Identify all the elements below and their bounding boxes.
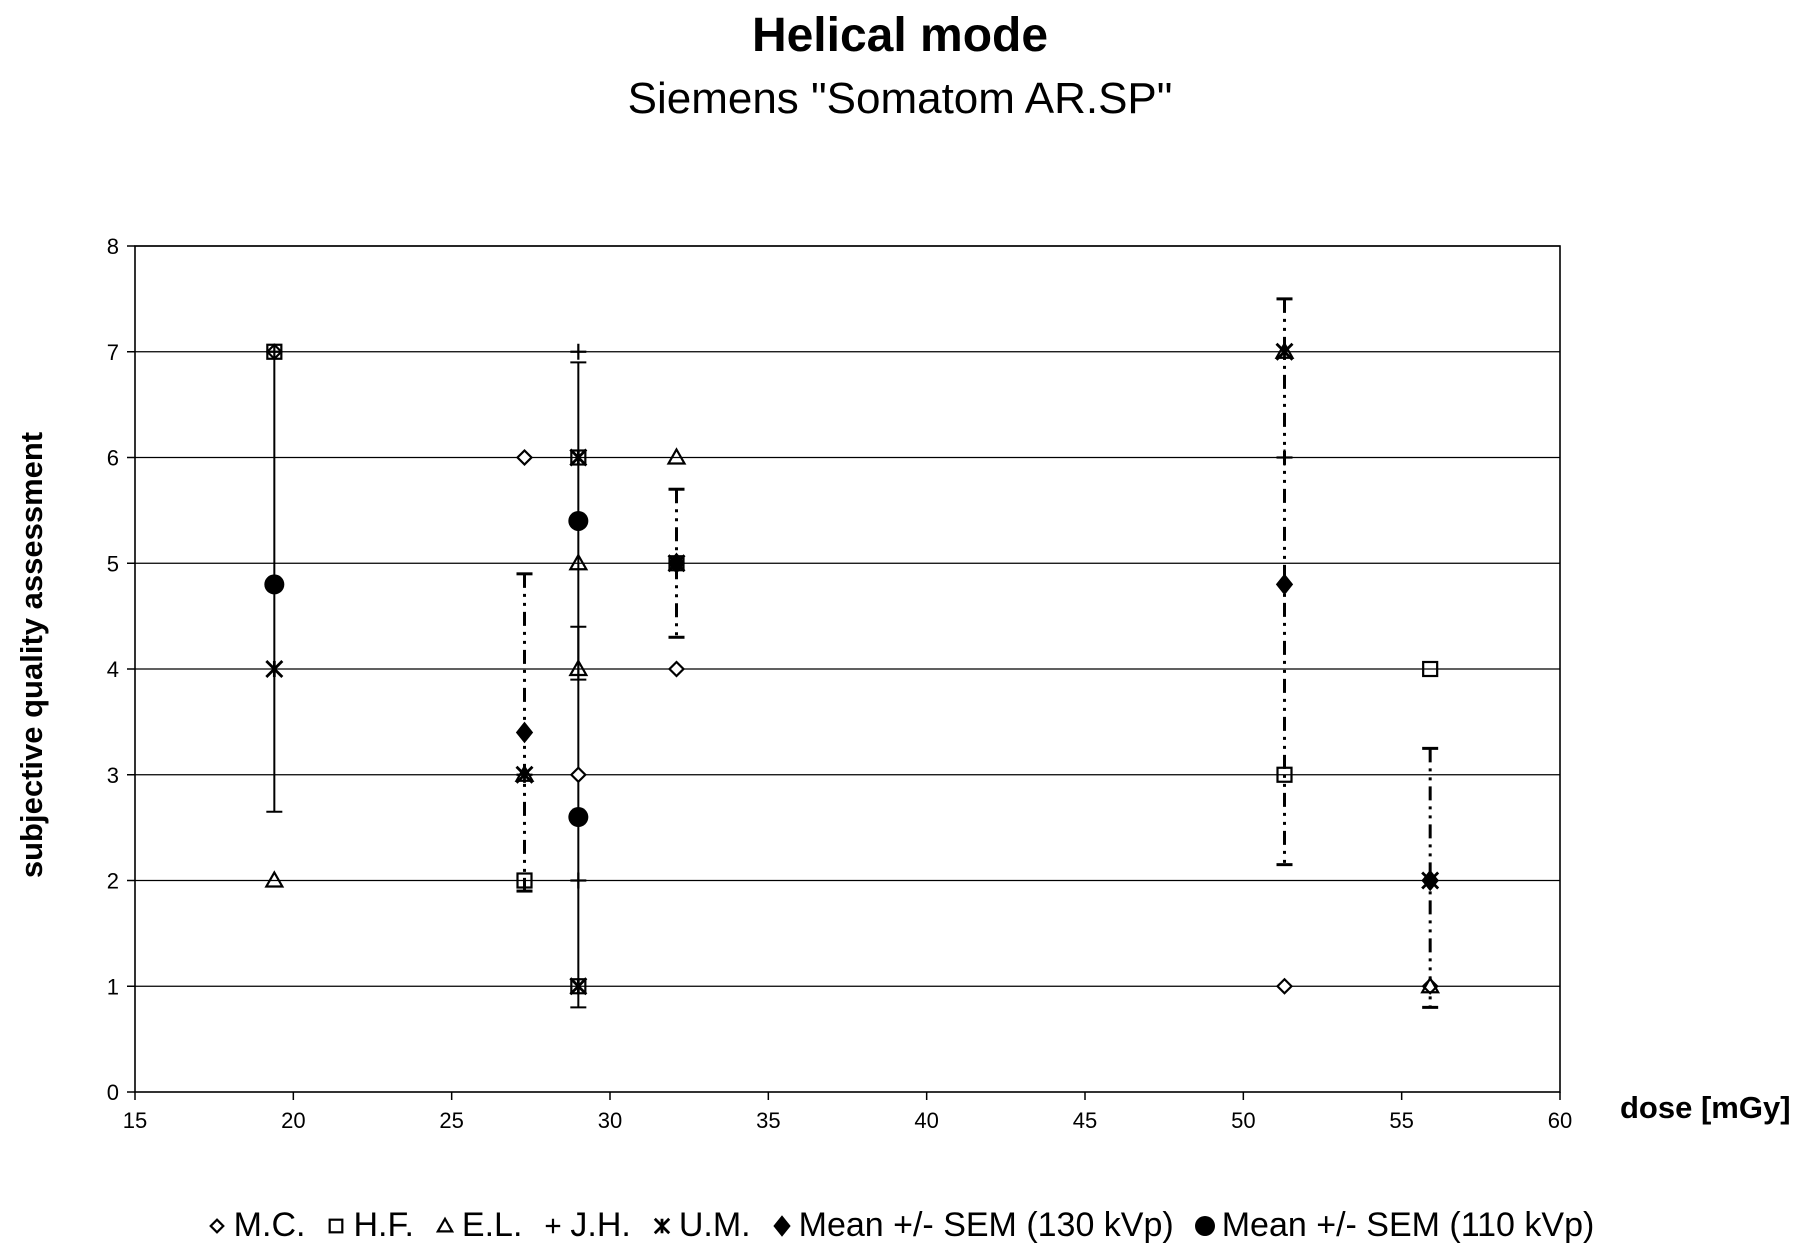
- y-tick-label: 1: [107, 974, 119, 999]
- y-tick-label: 8: [107, 234, 119, 259]
- point-star: [569, 448, 588, 467]
- legend-marker: [546, 1218, 561, 1233]
- point-triangle-open: [1420, 976, 1441, 994]
- legend-symbol: [206, 1215, 228, 1237]
- marker-layer: [264, 341, 1441, 996]
- point-star: [265, 660, 284, 678]
- point-circle-filled: [568, 510, 589, 531]
- point-triangle-open: [568, 658, 589, 677]
- point-square-open: [1422, 660, 1439, 678]
- legend-entry: M.C.: [206, 1206, 306, 1245]
- legend-entry: Mean +/- SEM (130 kVp): [771, 1206, 1174, 1245]
- point-diamond-filled: [1275, 573, 1294, 596]
- x-tick-label: 60: [1548, 1108, 1572, 1133]
- legend-entry: J.H.: [542, 1206, 631, 1245]
- x-tick-label: 25: [439, 1108, 463, 1133]
- legend-label: Mean +/- SEM (110 kVp): [1221, 1206, 1595, 1244]
- point-circle-filled: [568, 807, 589, 828]
- legend-symbol: [434, 1215, 456, 1237]
- x-axis-label: dose [mGy]: [1620, 1090, 1791, 1125]
- x-tick-label: 50: [1231, 1108, 1255, 1133]
- point-star: [1275, 342, 1294, 361]
- x-tick-label: 20: [281, 1108, 305, 1133]
- legend-symbol: [542, 1215, 564, 1237]
- point-plus: [570, 872, 587, 889]
- y-tick-label: 7: [107, 340, 119, 365]
- point-triangle-open: [264, 870, 285, 888]
- y-tick-label: 0: [107, 1080, 119, 1105]
- legend-entry: U.M.: [651, 1206, 751, 1245]
- x-tick-label: 45: [1073, 1108, 1097, 1133]
- point-diamond-filled: [515, 721, 534, 744]
- point-diamond-filled: [667, 552, 686, 575]
- legend-marker: [772, 1214, 791, 1237]
- point-plus: [266, 343, 283, 360]
- legend-symbol: [1194, 1215, 1216, 1237]
- point-star: [569, 977, 588, 996]
- x-tick-label: 30: [598, 1108, 622, 1133]
- y-tick-label: 3: [107, 763, 119, 788]
- chart-subtitle: Siemens "Somatom AR.SP": [627, 74, 1173, 123]
- legend-marker: [329, 1218, 344, 1233]
- legend-marker: [208, 1217, 225, 1234]
- x-tick-label: 40: [914, 1108, 938, 1133]
- point-star: [515, 765, 534, 784]
- legend-marker: [435, 1216, 455, 1232]
- x-tick-label: 35: [756, 1108, 780, 1133]
- legend-marker: [653, 1217, 671, 1234]
- x-tick-label: 15: [123, 1108, 147, 1133]
- chart-title: Helical mode: [751, 9, 1049, 62]
- y-tick-label: 4: [107, 657, 119, 682]
- point-diamond-open: [1275, 977, 1294, 995]
- legend-entry: H.F.: [325, 1206, 414, 1245]
- point-diamond-open: [569, 766, 587, 784]
- legend-symbol: [651, 1215, 673, 1237]
- legend-entry: E.L.: [434, 1206, 522, 1245]
- legend-label: U.M.: [678, 1206, 751, 1244]
- legend-marker: [1194, 1215, 1215, 1236]
- legend: M.C. H.F. E.L. J.H. U.M. Mean +/- SEM (130 kV…: [0, 1206, 1800, 1245]
- point-diamond-open: [667, 660, 686, 678]
- errorbar-layer: [266, 297, 1439, 1009]
- point-circle-filled: [264, 574, 285, 595]
- legend-label: H.F.: [353, 1206, 414, 1244]
- legend-label: J.H.: [570, 1206, 631, 1244]
- point-diamond-open: [515, 448, 534, 467]
- x-tick-label: 55: [1389, 1108, 1413, 1133]
- point-triangle-open: [568, 553, 589, 571]
- legend-entry: Mean +/- SEM (110 kVp): [1194, 1206, 1595, 1245]
- legend-label: M.C.: [233, 1206, 306, 1244]
- y-tick-label: 5: [107, 551, 119, 576]
- y-tick-label: 2: [107, 869, 119, 894]
- grid-layer: [135, 245, 1560, 987]
- point-plus: [570, 343, 587, 360]
- point-square-open: [516, 872, 533, 889]
- legend-label: E.L.: [461, 1206, 523, 1244]
- point-diamond-filled: [1421, 869, 1439, 892]
- legend-symbol: [771, 1214, 793, 1237]
- y-axis-label: subjective quality assessment: [14, 432, 49, 878]
- point-plus: [1276, 449, 1293, 466]
- legend-label: Mean +/- SEM (130 kVp): [798, 1206, 1174, 1244]
- point-triangle-open: [666, 447, 687, 465]
- y-tick-label: 6: [107, 446, 119, 471]
- legend-symbol: [325, 1215, 347, 1237]
- point-square-open: [1276, 766, 1293, 783]
